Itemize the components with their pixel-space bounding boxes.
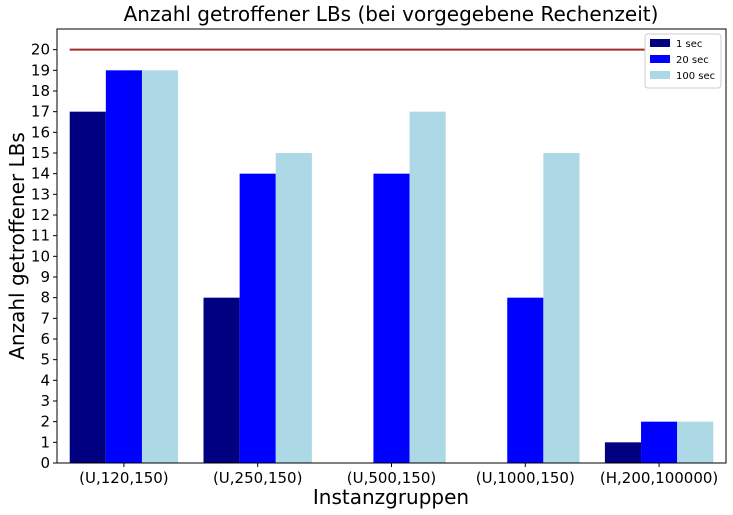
- x-tick-label: (U,500,150): [347, 469, 436, 487]
- legend-label: 100 sec: [676, 71, 715, 82]
- y-tick-label: 3: [40, 392, 50, 410]
- x-tick-label: (U,250,150): [213, 469, 302, 487]
- y-tick-label: 7: [40, 309, 50, 327]
- y-tick-label: 1: [40, 433, 50, 451]
- bar-100-sec-0: [141, 70, 179, 463]
- chart-title: Anzahl getroffener LBs (bei vorgegebene …: [124, 2, 659, 26]
- legend-swatch: [650, 71, 670, 79]
- y-tick-label: 15: [31, 144, 50, 162]
- bar-20-sec-3: [507, 297, 544, 463]
- bar-1-sec-0: [69, 111, 106, 464]
- y-tick-label: 13: [31, 185, 50, 203]
- y-tick-label: 16: [31, 123, 50, 141]
- y-tick-label: 11: [31, 227, 50, 245]
- bar-1-sec-1: [203, 297, 240, 463]
- x-tick-label: (H,200,100000): [600, 469, 718, 487]
- y-tick-label: 6: [40, 330, 50, 348]
- y-tick-label: 9: [40, 268, 50, 286]
- y-tick-label: 12: [31, 206, 50, 224]
- x-axis-label: Instanzgruppen: [313, 485, 469, 509]
- legend-swatch: [650, 55, 670, 63]
- bar-20-sec-0: [105, 70, 142, 463]
- y-tick-label: 17: [31, 103, 50, 121]
- y-tick-label: 14: [31, 165, 50, 183]
- y-tick-label: 10: [31, 247, 50, 265]
- y-tick-label: 5: [40, 351, 50, 369]
- x-tick-label: (U,1000,150): [476, 469, 575, 487]
- y-tick-label: 18: [31, 82, 50, 100]
- bar-20-sec-1: [239, 173, 276, 464]
- x-tick-label: (U,120,150): [79, 469, 168, 487]
- legend-label: 20 sec: [676, 55, 709, 66]
- bar-100-sec-2: [409, 111, 446, 464]
- bar-100-sec-1: [275, 153, 312, 463]
- bar-100-sec-4: [677, 421, 714, 463]
- bar-20-sec-4: [641, 421, 678, 463]
- bar-20-sec-2: [373, 173, 410, 464]
- y-tick-label: 8: [40, 289, 50, 307]
- y-tick-label: 0: [40, 454, 50, 472]
- y-axis-label: Anzahl getroffener LBs: [5, 132, 29, 360]
- bar-100-sec-3: [543, 153, 580, 463]
- legend-swatch: [650, 39, 670, 47]
- bar-1-sec-4: [604, 442, 642, 463]
- y-tick-label: 2: [40, 413, 50, 431]
- y-tick-label: 20: [31, 41, 50, 59]
- y-tick-label: 4: [40, 371, 50, 389]
- legend: 1 sec 20 sec 100 sec: [644, 33, 722, 89]
- plot-area: 01234567891011121314151617181920(U,120,1…: [31, 28, 727, 487]
- legend-label: 1 sec: [676, 39, 702, 50]
- y-tick-label: 19: [31, 61, 50, 79]
